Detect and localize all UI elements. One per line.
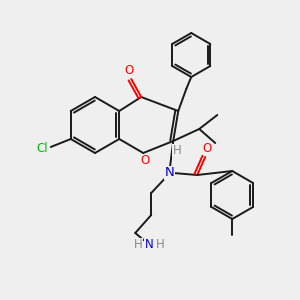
Text: H: H [134,238,142,251]
Text: N: N [145,238,154,251]
Text: O: O [124,64,134,76]
Text: N: N [164,167,174,179]
Text: O: O [141,154,150,167]
Text: Cl: Cl [36,142,48,155]
Text: O: O [202,142,212,154]
Text: H: H [173,145,182,158]
Text: H: H [156,238,165,251]
